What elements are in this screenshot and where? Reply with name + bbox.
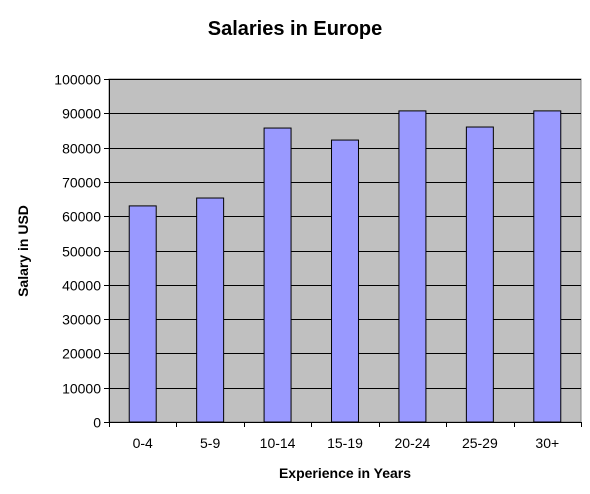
y-tick-label: 10000 <box>62 381 101 397</box>
x-tick-label: 5-9 <box>200 435 220 451</box>
x-tick-labels: 0-4 5-9 10-14 15-19 20-24 25-29 30+ <box>133 435 560 451</box>
y-tick-label: 80000 <box>62 141 101 157</box>
y-tick-label: 30000 <box>62 312 101 328</box>
y-tick-label: 100000 <box>54 72 101 88</box>
bar-30+ <box>533 110 562 423</box>
y-tick-labels: 0 10000 20000 30000 40000 50000 60000 70000 8000… <box>54 72 101 431</box>
bar-10-14 <box>263 127 292 423</box>
x-tick-label: 20-24 <box>395 435 431 451</box>
bar-5-9 <box>196 197 225 423</box>
gridlines <box>109 79 581 389</box>
x-axis-label: Experience in Years <box>279 465 411 481</box>
axes <box>104 79 582 427</box>
y-tick-label: 60000 <box>62 209 101 225</box>
bar-0-4 <box>128 205 157 423</box>
x-tick-label: 25-29 <box>462 435 498 451</box>
y-tick-label: 90000 <box>62 106 101 122</box>
bar-20-24 <box>398 110 427 423</box>
y-axis-label: Salary in USD <box>15 205 31 297</box>
bar-15-19 <box>331 139 359 423</box>
y-tick-label: 70000 <box>62 175 101 191</box>
chart-title: Salaries in Europe <box>208 18 383 40</box>
x-tick-label: 10-14 <box>260 435 296 451</box>
y-tick-label: 20000 <box>62 346 101 362</box>
x-tick-label: 30+ <box>535 435 559 451</box>
x-tick-label: 15-19 <box>327 435 363 451</box>
bar-25-29 <box>465 126 494 423</box>
y-tick-label: 50000 <box>62 244 101 260</box>
y-tick-label: 40000 <box>62 278 101 294</box>
y-tick-label: 0 <box>93 415 101 431</box>
x-tick-label: 0-4 <box>133 435 153 451</box>
